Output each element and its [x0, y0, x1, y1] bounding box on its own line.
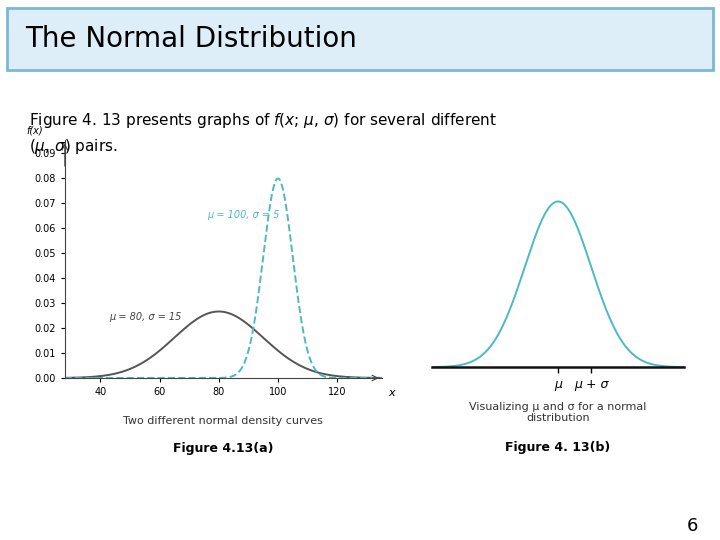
Text: 6: 6: [687, 517, 698, 535]
Text: Visualizing μ and σ for a normal
distribution: Visualizing μ and σ for a normal distrib…: [469, 402, 647, 423]
Text: μ = 80, σ = 15: μ = 80, σ = 15: [109, 313, 181, 322]
Text: Two different normal density curves: Two different normal density curves: [123, 416, 323, 426]
Text: x: x: [388, 388, 395, 397]
Text: Figure 4. 13 presents graphs of $f$($x$; $\mu$, $\sigma$) for several different
: Figure 4. 13 presents graphs of $f$($x$;…: [29, 111, 497, 156]
FancyBboxPatch shape: [7, 8, 713, 70]
Text: The Normal Distribution: The Normal Distribution: [24, 25, 356, 53]
Text: f(x): f(x): [27, 126, 43, 136]
Text: Figure 4. 13(b): Figure 4. 13(b): [505, 441, 611, 454]
Text: Figure 4.13(a): Figure 4.13(a): [173, 442, 274, 455]
Text: μ = 100, σ = 5: μ = 100, σ = 5: [207, 210, 279, 220]
